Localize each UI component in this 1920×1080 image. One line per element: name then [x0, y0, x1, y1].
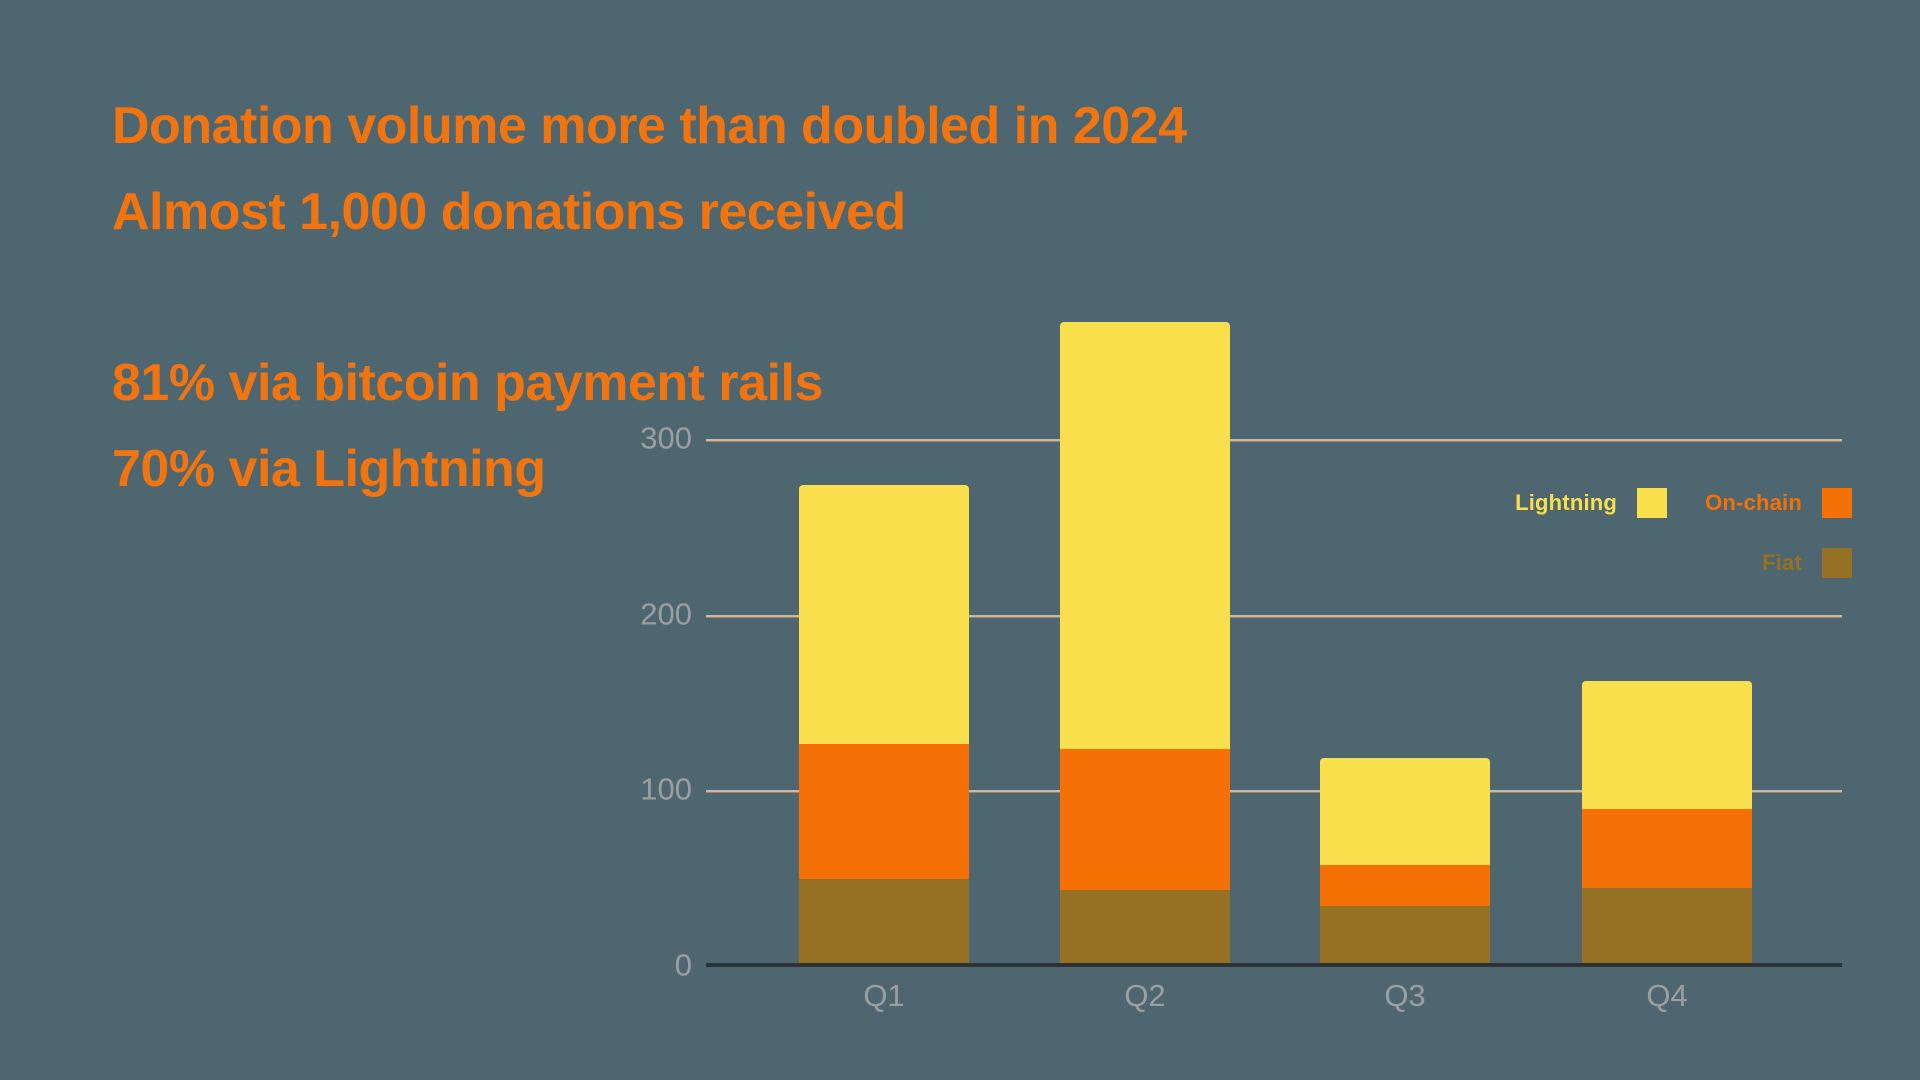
- legend-label-onchain: On-chain: [1705, 490, 1802, 515]
- bar-q4: [1582, 680, 1752, 967]
- legend-row-2: Fiat: [1762, 548, 1852, 578]
- bar-segment-q3-onchain: [1320, 865, 1490, 906]
- bar-segment-q3-lightning: [1320, 757, 1490, 866]
- bar-segment-q3-fiat: [1320, 905, 1490, 967]
- bar-segment-q1-fiat: [799, 879, 969, 967]
- legend-swatch-lightning: [1637, 488, 1668, 518]
- headline-line-1: Donation volume more than doubled in 202…: [112, 97, 1187, 155]
- gridline-100: [706, 790, 1842, 794]
- bar-q3: [1320, 757, 1490, 967]
- x-tick-label-q3: Q3: [1384, 978, 1426, 1013]
- legend-item-fiat: Fiat: [1762, 548, 1852, 578]
- legend-label-fiat: Fiat: [1762, 550, 1802, 575]
- bar-segment-q1-lightning: [799, 485, 969, 744]
- legend-row-1: Lightning On-chain: [1515, 488, 1852, 518]
- gridline-accent: [706, 792, 1842, 794]
- bar-q2: [1060, 322, 1230, 967]
- headline-line-2: Almost 1,000 donations received: [112, 183, 906, 241]
- legend-label-lightning: Lightning: [1515, 490, 1618, 515]
- legend-swatch-onchain: [1822, 488, 1852, 518]
- gridline-accent: [706, 440, 1842, 442]
- bar-segment-q4-fiat: [1582, 887, 1752, 967]
- gridline-200: [706, 614, 1842, 618]
- legend-swatch-fiat: [1822, 548, 1852, 578]
- bar-segment-q2-fiat: [1060, 889, 1230, 967]
- legend-item-onchain: On-chain: [1705, 488, 1852, 518]
- bar-q1: [799, 485, 969, 967]
- bar-segment-q2-lightning: [1060, 322, 1230, 750]
- bar-segment-q1-onchain: [799, 743, 969, 880]
- x-axis-line: [706, 963, 1842, 967]
- headline-line-3: 81% via bitcoin payment rails: [112, 354, 823, 412]
- plot-area: [706, 264, 1842, 967]
- bar-segment-q4-lightning: [1582, 680, 1752, 809]
- x-tick-label-q1: Q1: [863, 978, 905, 1013]
- chart-legend: Lightning On-chain Fiat: [1515, 488, 1852, 578]
- gridline-accent: [706, 616, 1842, 618]
- x-tick-label-q2: Q2: [1124, 978, 1166, 1013]
- bar-segment-q2-onchain: [1060, 749, 1230, 890]
- headline-line-4: 70% via Lightning: [112, 440, 546, 498]
- x-tick-label-q4: Q4: [1646, 978, 1688, 1013]
- y-tick-label-300: 300: [640, 420, 692, 456]
- bar-segment-q4-onchain: [1582, 808, 1752, 888]
- legend-item-lightning: Lightning: [1515, 488, 1668, 518]
- y-tick-label-200: 200: [640, 596, 692, 632]
- gridline-300: [706, 438, 1842, 442]
- y-tick-label-100: 100: [640, 771, 692, 807]
- y-tick-label-0: 0: [674, 947, 692, 983]
